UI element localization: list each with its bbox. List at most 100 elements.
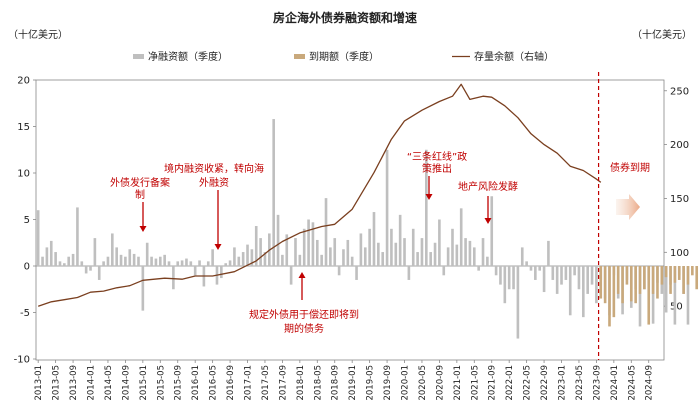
right-tick-label: 200 [670, 140, 689, 151]
net-financing-bar [93, 238, 97, 266]
maturity-bar [647, 266, 651, 325]
legend-label-net: 净融资额（季度） [148, 50, 228, 63]
x-tick-label: 2016-09 [226, 365, 236, 401]
annotation-text: 地产风险发酵 [458, 180, 518, 193]
x-tick-label: 2019-09 [383, 365, 393, 401]
x-tick-label: 2015-09 [174, 365, 184, 401]
net-financing-bar [193, 266, 197, 276]
net-financing-bar [276, 214, 280, 266]
net-financing-bar [494, 266, 498, 276]
maturity-bar [660, 266, 664, 285]
future-arrow-icon [616, 194, 640, 220]
maturity-bar [643, 266, 646, 290]
maturity-bar [686, 266, 690, 285]
x-tick-label: 2020-05 [418, 365, 428, 401]
annotation-text: 策推出 [422, 162, 452, 175]
net-financing-bar [525, 261, 528, 266]
net-financing-bar [45, 247, 49, 266]
net-financing-bar [516, 266, 520, 339]
net-financing-bar [442, 266, 446, 276]
chart-title: 房企海外债券融资额和增速 [273, 10, 417, 25]
net-financing-bar [189, 261, 193, 266]
legend-label-stock: 存量余额（右轴） [474, 50, 554, 63]
net-financing-bar [115, 247, 118, 266]
x-tick-label: 2023-09 [592, 365, 602, 401]
maturity-bar [682, 266, 685, 294]
x-tick-label: 2015-05 [156, 365, 166, 401]
annotation-text: 外债发行备案 [110, 176, 170, 189]
net-financing-bar [346, 239, 350, 266]
net-financing-bar [180, 260, 184, 266]
maturity-bar [673, 266, 677, 283]
net-financing-bar [294, 238, 297, 266]
net-financing-bar [477, 266, 480, 271]
maturity-bar [695, 266, 699, 290]
net-financing-bar [503, 266, 507, 304]
net-financing-bar [211, 249, 214, 266]
net-financing-bar [590, 266, 594, 285]
net-financing-bar [41, 256, 44, 266]
maturity-bar [634, 266, 637, 304]
maturity-bar [656, 266, 659, 299]
x-tick-label: 2014-09 [121, 365, 131, 401]
net-financing-bar [76, 207, 79, 266]
net-financing-bar [137, 256, 140, 266]
net-financing-bar [285, 234, 289, 266]
net-financing-bar [224, 263, 228, 266]
legend-swatch-net [133, 54, 144, 59]
maturity-bar [651, 266, 655, 294]
net-financing-bar [411, 228, 415, 266]
left-tick-label: 20 [17, 76, 30, 87]
net-financing-bar [163, 254, 166, 266]
maturity-bar [629, 266, 633, 302]
x-tick-label: 2014-05 [104, 365, 114, 401]
net-financing-bar [520, 247, 524, 266]
x-tick-label: 2016-05 [209, 365, 219, 401]
x-tick-label: 2024-05 [627, 365, 637, 401]
left-axis-unit: （十亿美元） [8, 28, 68, 41]
net-financing-bar [333, 238, 337, 266]
net-financing-bar [128, 249, 132, 266]
annotation-arrow-head [214, 244, 222, 250]
annotation-text: “三条红线”政 [407, 150, 467, 163]
legend-swatch-maturity [294, 54, 305, 59]
net-financing-bar [564, 266, 568, 280]
net-financing-bar [111, 233, 114, 266]
maturity-bar [669, 266, 672, 294]
net-financing-bar [385, 149, 389, 266]
x-tick-label: 2018-05 [313, 365, 323, 401]
right-tick-label: 250 [670, 86, 689, 97]
net-financing-bar [241, 252, 245, 266]
net-financing-bar [455, 244, 459, 266]
net-financing-bar [472, 247, 476, 266]
net-financing-bar [220, 266, 223, 279]
annotation-text: 制 [135, 188, 145, 201]
net-financing-bar [420, 238, 424, 266]
x-tick-label: 2015-01 [139, 365, 149, 401]
net-financing-bar [176, 261, 180, 266]
annotation-text: 境内融资收紧，转向海 [164, 162, 264, 175]
net-financing-bar [141, 266, 145, 311]
left-tick-label: -5 [20, 308, 30, 319]
net-financing-bar [464, 238, 467, 266]
net-financing-bar [425, 149, 428, 266]
net-financing-bar [368, 228, 371, 266]
left-tick-label: -10 [14, 355, 30, 366]
net-financing-bar [102, 261, 105, 266]
plot-frame [35, 79, 665, 361]
annotation-arrow-head [484, 218, 492, 224]
net-financing-bar [311, 222, 315, 266]
net-financing-bar [206, 261, 210, 266]
x-tick-label: 2021-05 [470, 365, 480, 401]
net-financing-bar [534, 266, 537, 280]
maturity-bar [691, 266, 694, 276]
left-tick-label: 0 [24, 262, 30, 273]
x-tick-label: 2021-01 [453, 365, 463, 401]
net-financing-bar [228, 260, 232, 266]
net-financing-bar [154, 258, 158, 266]
net-financing-bar [119, 254, 123, 266]
x-tick-label: 2013-01 [34, 365, 44, 401]
net-financing-bar [150, 256, 153, 266]
net-financing-bar [167, 261, 171, 266]
net-financing-bar [359, 233, 363, 266]
